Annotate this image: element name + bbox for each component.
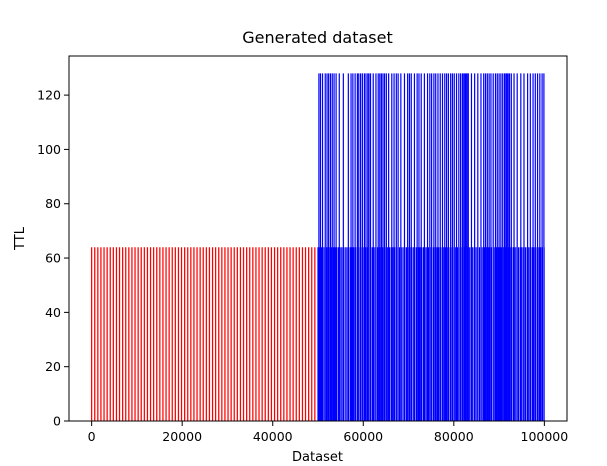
y-tick-label: 100 xyxy=(37,142,61,157)
x-axis-label: Dataset xyxy=(292,450,343,465)
blue-bars-group xyxy=(317,73,545,421)
y-axis-ticks: 0 20 40 60 80 100 120 xyxy=(37,88,69,429)
y-tick-label: 40 xyxy=(45,305,61,320)
x-tick-label: 80000 xyxy=(434,429,474,444)
chart-title: Generated dataset xyxy=(242,28,392,47)
red-bars-group xyxy=(91,247,316,421)
plot-frame xyxy=(68,55,568,422)
y-tick-label: 120 xyxy=(37,88,61,103)
x-tick-label: 20000 xyxy=(162,429,202,444)
y-tick-label: 0 xyxy=(53,414,61,429)
x-tick-label: 100000 xyxy=(521,429,569,444)
x-tick-label: 60000 xyxy=(343,429,383,444)
y-tick-label: 60 xyxy=(45,251,61,266)
x-tick-label: 0 xyxy=(88,429,96,444)
x-axis-ticks: 0 20000 40000 60000 80000 100000 xyxy=(88,421,569,444)
y-axis-label: TTL xyxy=(13,226,28,251)
y-tick-label: 80 xyxy=(45,196,61,211)
x-tick-label: 40000 xyxy=(253,429,293,444)
y-tick-label: 20 xyxy=(45,359,61,374)
